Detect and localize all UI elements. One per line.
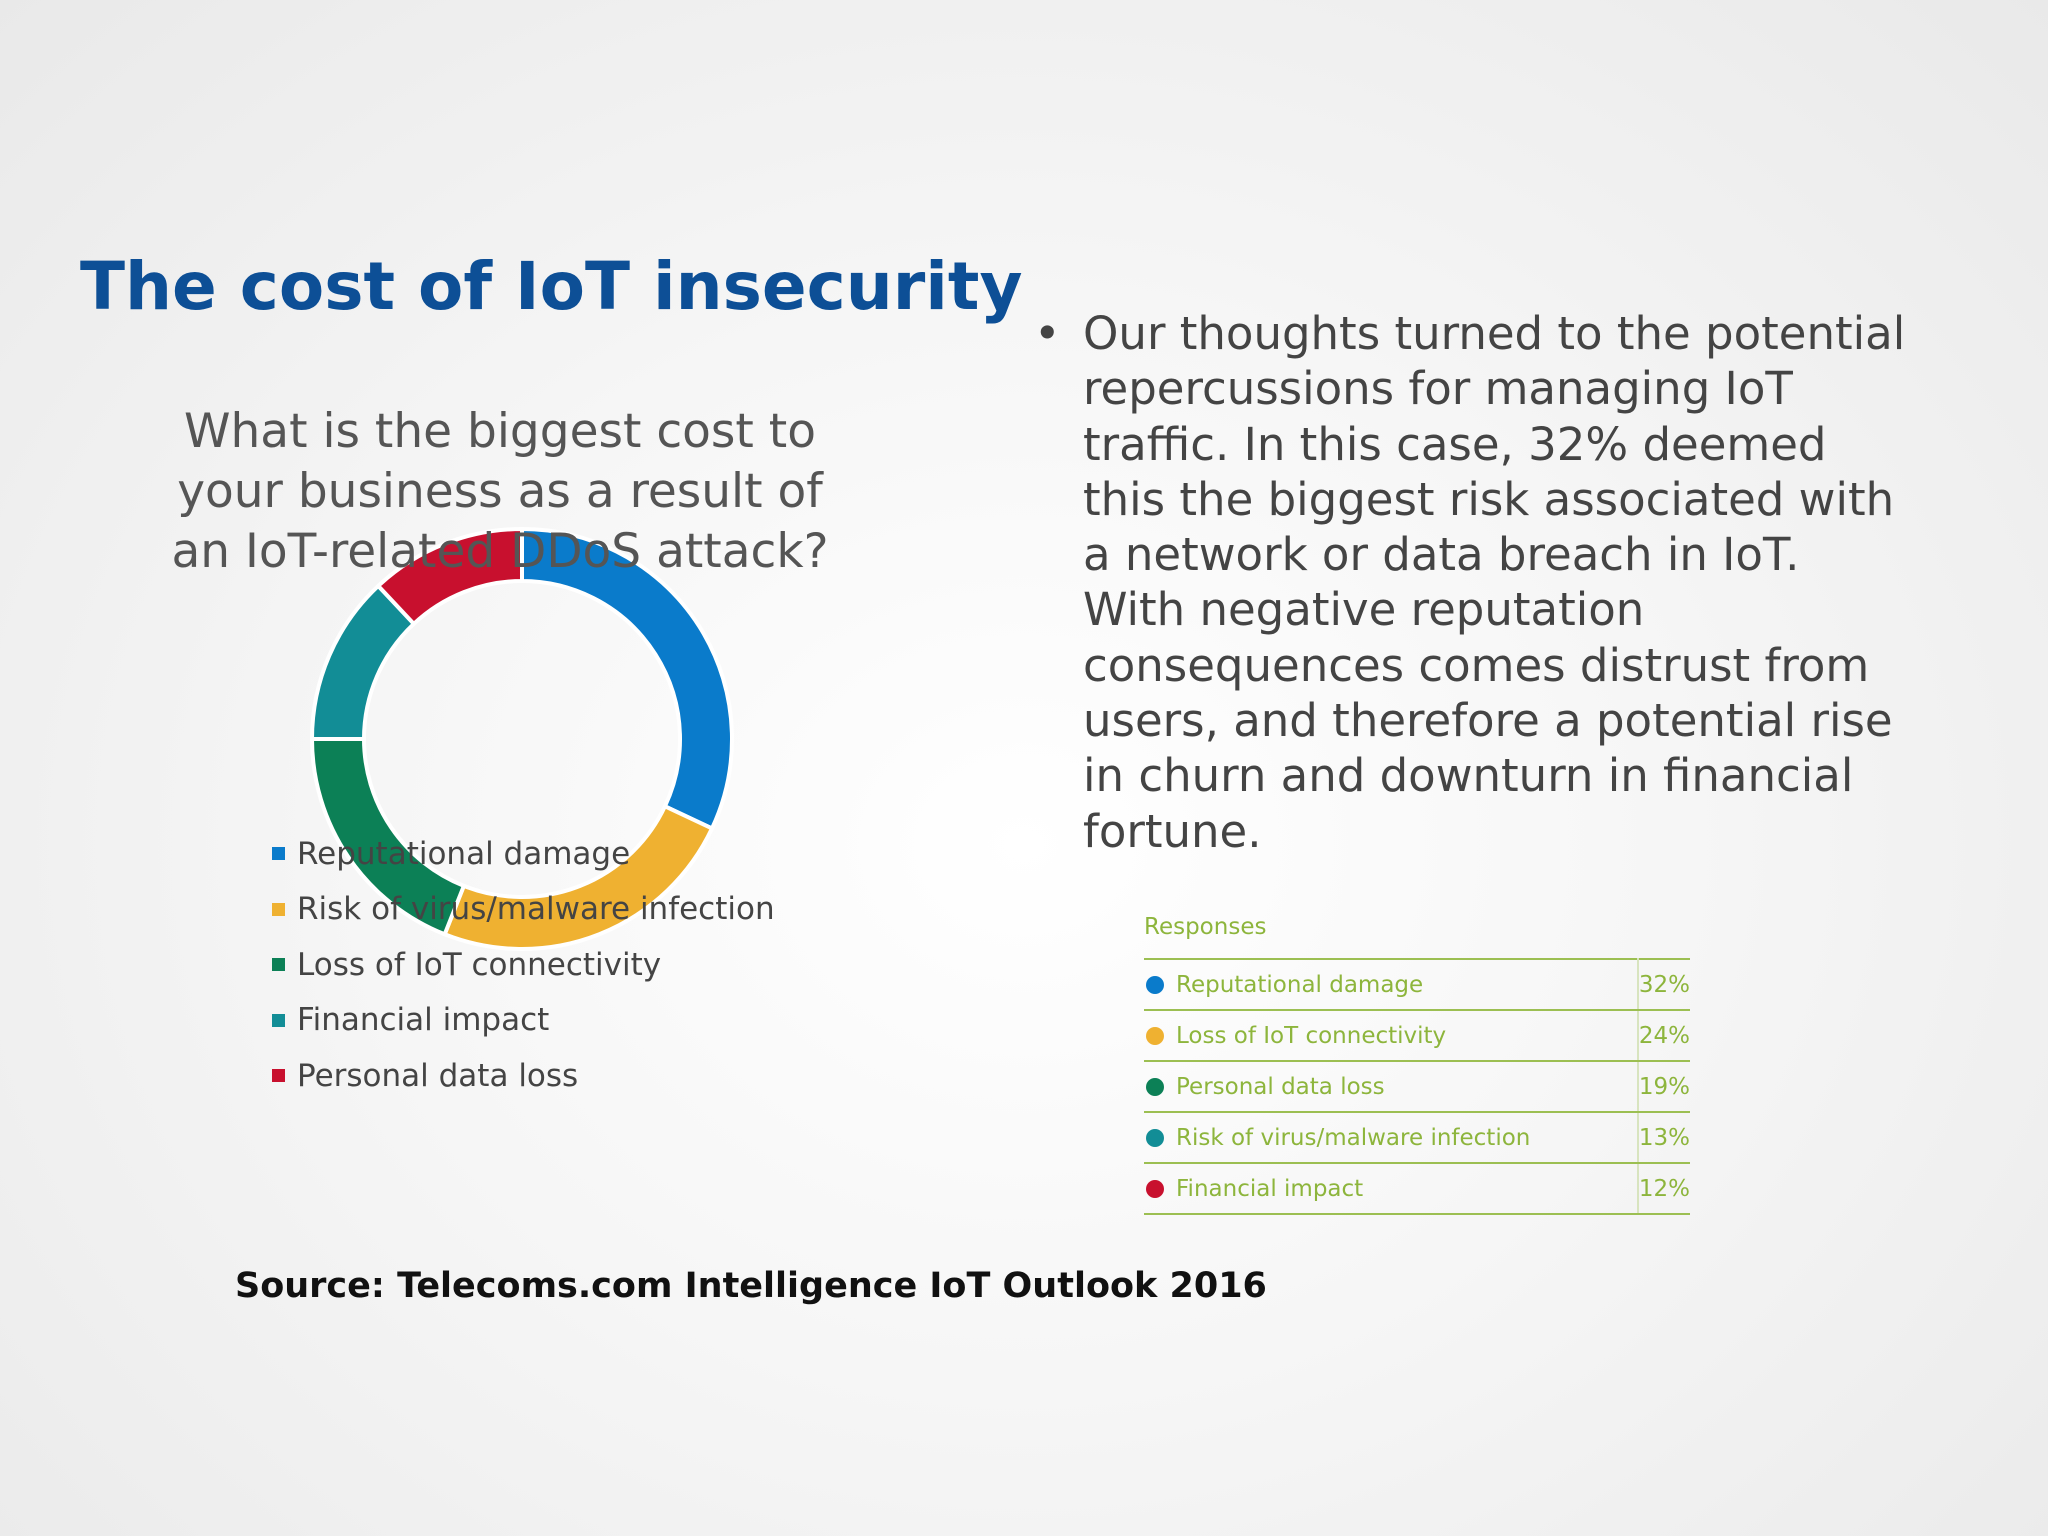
- legend-label: Financial impact: [297, 1002, 550, 1039]
- row-label: Personal data loss: [1176, 1073, 1385, 1100]
- table-cell-value: 32%: [1636, 959, 1690, 1011]
- responses-header: Responses: [1144, 914, 1267, 940]
- legend-swatch: [272, 902, 285, 916]
- row-label: Risk of virus/malware infection: [1176, 1124, 1531, 1151]
- bullet-point: • Our thoughts turned to the potential r…: [1034, 306, 1914, 859]
- legend-swatch: [272, 1069, 285, 1083]
- row-label: Loss of IoT connectivity: [1176, 1022, 1447, 1049]
- legend-label: Personal data loss: [297, 1057, 579, 1094]
- chart-question: What is the biggest cost to your busines…: [171, 404, 829, 579]
- responses-table: Reputational damage 32% Loss of IoT connec…: [1144, 958, 1690, 1215]
- table-cell-value: 24%: [1636, 1010, 1690, 1062]
- row-color-dot: [1146, 1026, 1164, 1045]
- legend-item-financial-impact: Financial impact: [272, 993, 775, 1049]
- table-row: Risk of virus/malware infection 13%: [1144, 1112, 1690, 1164]
- legend-label: Reputational damage: [297, 835, 631, 872]
- legend-item-risk-of-virus-malware-infection: Risk of virus/malware infection: [272, 882, 775, 938]
- source-note: Source: Telecoms.com Intelligence IoT Ou…: [235, 1266, 1267, 1306]
- table-row: Personal data loss 19%: [1144, 1061, 1690, 1113]
- row-color-dot: [1146, 1077, 1164, 1096]
- row-label: Reputational damage: [1176, 971, 1424, 998]
- legend-swatch: [272, 958, 285, 972]
- legend-swatch: [272, 847, 285, 861]
- table-row: Financial impact 12%: [1144, 1163, 1690, 1215]
- legend-label: Risk of virus/malware infection: [297, 891, 775, 928]
- row-label: Financial impact: [1176, 1175, 1364, 1202]
- table-row: Reputational damage 32%: [1144, 959, 1690, 1011]
- legend-label: Loss of IoT connectivity: [297, 946, 662, 983]
- table-cell-label: Reputational damage: [1144, 959, 1638, 1011]
- row-color-dot: [1146, 1128, 1164, 1147]
- table-cell-label: Personal data loss: [1144, 1061, 1638, 1113]
- legend-item-reputational-damage: Reputational damage: [272, 826, 775, 882]
- row-color-dot: [1146, 1179, 1164, 1198]
- chart-legend: Reputational damage Risk of virus/malware…: [272, 826, 775, 1104]
- legend-swatch: [272, 1013, 285, 1027]
- table-cell-value: 13%: [1636, 1112, 1690, 1164]
- legend-item-loss-of-iot-connectivity: Loss of IoT connectivity: [272, 937, 775, 993]
- slide-title: The cost of IoT insecurity: [80, 248, 1023, 325]
- bullet-marker: •: [1034, 307, 1061, 360]
- donut-slice-personal-data-loss: [375, 526, 524, 627]
- table-row: Loss of IoT connectivity 24%: [1144, 1010, 1690, 1062]
- table-cell-label: Financial impact: [1144, 1163, 1638, 1215]
- table-cell-value: 19%: [1636, 1061, 1690, 1113]
- table-cell-label: Loss of IoT connectivity: [1144, 1010, 1638, 1062]
- responses-table-block: Responses Reputational damage 32% Loss of …: [1144, 908, 1690, 1215]
- table-cell-label: Risk of virus/malware infection: [1144, 1112, 1638, 1164]
- table-cell-value: 12%: [1636, 1163, 1690, 1215]
- bullet-text: Our thoughts turned to the potential rep…: [1083, 307, 1906, 858]
- row-color-dot: [1146, 975, 1164, 994]
- legend-item-personal-data-loss: Personal data loss: [272, 1048, 775, 1104]
